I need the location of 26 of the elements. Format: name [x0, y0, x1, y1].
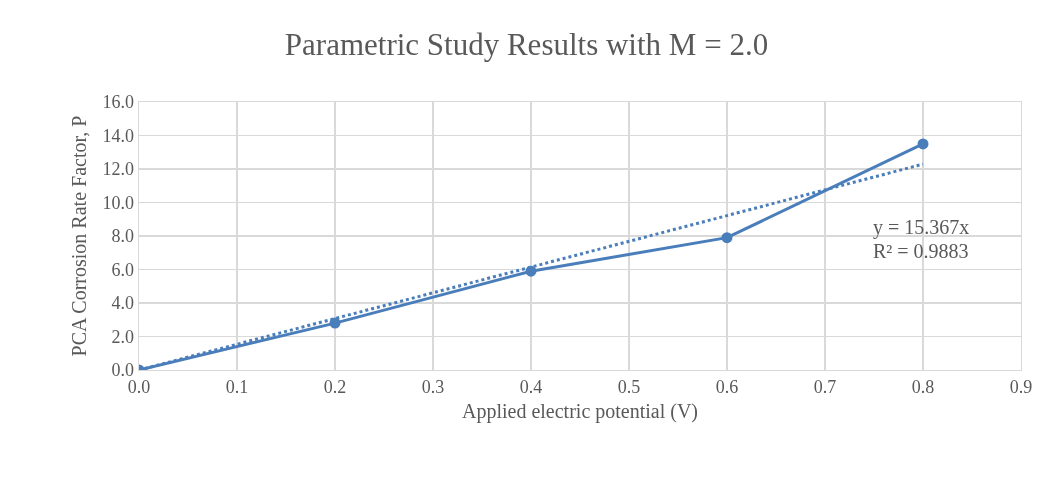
point [329, 317, 341, 329]
chart-title: Parametric Study Results with M = 2.0 [284, 27, 769, 63]
annotation: y = 15.367x [873, 216, 970, 239]
x-tick-label: 0.6 [715, 376, 739, 397]
x-tick-label: 0.9 [1009, 376, 1033, 397]
point [525, 265, 537, 277]
x-axis-title: Applied electric potential (V) [461, 400, 699, 424]
x-tick-label: 0.8 [911, 376, 935, 397]
point [721, 232, 733, 244]
y-tick-label: 12.0 [102, 159, 135, 180]
y-tick-label: 16.0 [102, 92, 135, 113]
x-tick-label: 0.2 [323, 376, 347, 397]
y-tick-label: 2.0 [111, 326, 135, 347]
annotation: R² = 0.9883 [873, 240, 969, 262]
x-tick-label: 0.5 [617, 376, 641, 397]
y-axis-title: PCA Corrosion Rate Factor, P [68, 115, 91, 357]
x-tick-label: 0.3 [421, 376, 445, 397]
x-tick-label: 0.4 [519, 376, 543, 397]
x-tick-label: 0.1 [225, 376, 249, 397]
y-tick-label: 6.0 [111, 259, 135, 280]
y-tick-label: 14.0 [102, 125, 135, 146]
y-tick-label: 8.0 [111, 226, 135, 247]
x-tick-label: 0.7 [813, 376, 837, 397]
point [917, 138, 929, 150]
y-tick-label: 10.0 [102, 192, 135, 213]
y-tick-label: 4.0 [111, 293, 135, 314]
